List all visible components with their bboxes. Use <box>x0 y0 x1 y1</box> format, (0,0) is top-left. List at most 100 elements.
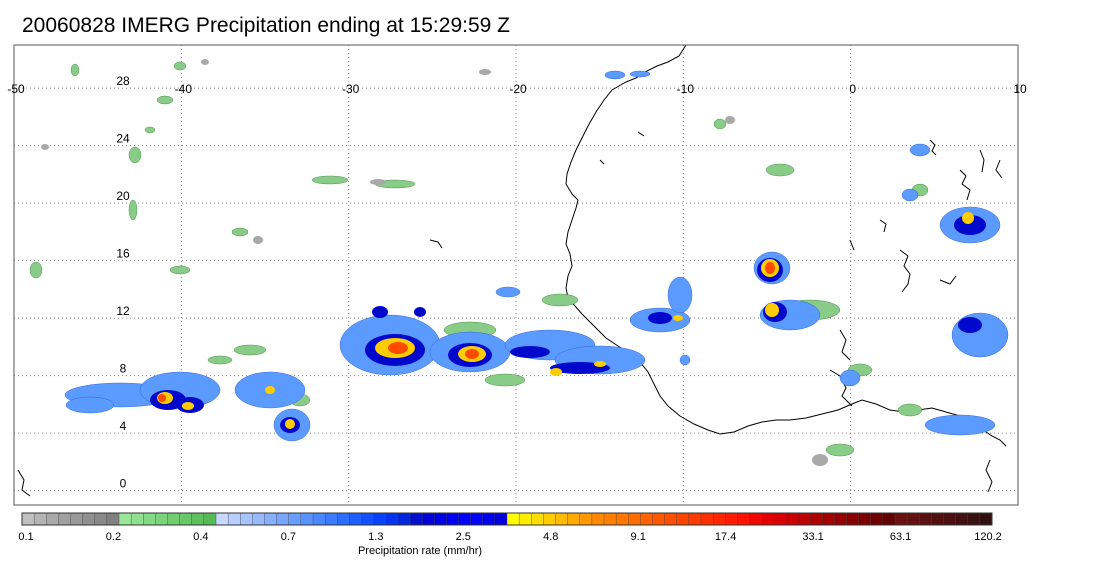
colorbar-cell <box>967 512 981 526</box>
colorbar-cell <box>628 512 641 526</box>
colorbar-cell <box>822 512 835 526</box>
colorbar-tick-label: 0.4 <box>193 531 208 543</box>
colorbar-cell <box>337 512 350 526</box>
colorbar-cell <box>421 512 435 526</box>
colorbar-cell <box>688 512 702 526</box>
colorbar-cell <box>143 512 156 526</box>
colorbar-cell <box>773 512 787 526</box>
colorbar-cell <box>240 512 253 526</box>
colorbar-cell <box>676 512 690 526</box>
colorbar-cell <box>324 512 338 526</box>
coastlines <box>17 45 1007 497</box>
colorbar-cell <box>70 512 84 526</box>
colorbar-cell <box>494 512 508 526</box>
latitude-tick-labels: 0 4 8 12 16 20 24 28 <box>116 74 130 491</box>
colorbar-tick-label: 63.1 <box>890 531 911 543</box>
precipitation-field <box>29 59 1009 466</box>
colorbar-frame <box>21 512 993 526</box>
colorbar-cell <box>215 512 229 526</box>
colorbar-cell <box>264 512 278 526</box>
colorbar-cell <box>458 512 472 526</box>
colorbar-cell <box>894 512 908 526</box>
colorbar-cell <box>446 512 460 526</box>
colorbar-cell <box>130 512 144 526</box>
colorbar-cells <box>21 512 993 526</box>
colorbar-cell <box>33 512 47 526</box>
colorbar-tick-label: 0.7 <box>281 531 296 543</box>
colorbar-cell <box>640 512 654 526</box>
colorbar-cell <box>191 512 205 526</box>
colorbar-cell <box>385 512 399 526</box>
colorbar-cell <box>567 512 581 526</box>
colorbar-cell <box>276 512 290 526</box>
longitude-tick-labels: -50 -40 -30 -20 -10 0 10 <box>7 82 1027 96</box>
colorbar-cell <box>21 512 35 526</box>
colorbar-cell <box>931 512 945 526</box>
colorbar-cell <box>312 512 326 526</box>
colorbar-cell <box>82 512 96 526</box>
lon-tick-label: -10 <box>677 82 695 96</box>
colorbar-cell <box>203 512 217 526</box>
colorbar-cell <box>106 512 120 526</box>
colorbar-cell <box>603 512 617 526</box>
lon-tick-label: 0 <box>849 82 856 96</box>
colorbar-cell <box>543 512 557 526</box>
colorbar-cell <box>943 512 957 526</box>
colorbar-cell <box>737 512 751 526</box>
map-frame <box>13 44 1019 506</box>
lon-tick-label: -30 <box>342 82 360 96</box>
colorbar-cell <box>531 512 544 526</box>
colorbar-cell <box>58 512 72 526</box>
colorbar-cell <box>518 512 532 526</box>
lon-tick-label: -50 <box>7 82 25 96</box>
lat-tick-label: 12 <box>116 304 130 318</box>
colorbar-tick-label: 33.1 <box>802 531 823 543</box>
colorbar-cell <box>434 512 447 526</box>
lon-tick-label: 10 <box>1013 82 1027 96</box>
colorbar-cell <box>834 512 848 526</box>
colorbar-tick-label: 17.4 <box>715 531 736 543</box>
colorbar-cell <box>470 512 484 526</box>
colorbar-cell <box>506 512 520 526</box>
lon-tick-label: -40 <box>175 82 193 96</box>
colorbar-cell <box>361 512 375 526</box>
colorbar-cell <box>761 512 775 526</box>
map-title: 20060828 IMERG Precipitation ending at 1… <box>22 14 510 37</box>
colorbar-cell <box>179 512 193 526</box>
colorbar-tick-label: 120.2 <box>974 531 1002 543</box>
colorbar-cell <box>373 512 387 526</box>
colorbar-cell <box>797 512 811 526</box>
colorbar-tick-label: 9.1 <box>631 531 646 543</box>
colorbar-cell <box>409 512 423 526</box>
colorbar-cell <box>300 512 314 526</box>
colorbar-cell <box>809 512 823 526</box>
colorbar-cell <box>700 512 714 526</box>
colorbar-cell <box>288 512 302 526</box>
lat-tick-label: 8 <box>120 362 127 376</box>
colorbar-cell <box>846 512 860 526</box>
lat-tick-label: 20 <box>116 189 130 203</box>
colorbar-cell <box>46 512 59 526</box>
colorbar-tick-label: 1.3 <box>368 531 383 543</box>
lat-tick-label: 24 <box>116 132 130 146</box>
lat-lon-grid <box>14 45 1018 505</box>
colorbar-tick-label: 2.5 <box>456 531 471 543</box>
lat-tick-label: 4 <box>120 419 127 433</box>
colorbar-cell <box>906 512 920 526</box>
colorbar-cell <box>94 512 108 526</box>
colorbar-cell <box>882 512 896 526</box>
colorbar-cell <box>615 512 629 526</box>
colorbar-cell <box>349 512 363 526</box>
colorbar-cell <box>397 512 411 526</box>
colorbar-cell <box>870 512 884 526</box>
colorbar-cell <box>155 512 169 526</box>
colorbar-cell <box>227 512 241 526</box>
colorbar-cell <box>167 512 181 526</box>
colorbar-cell <box>725 512 738 526</box>
colorbar-cell <box>652 512 666 526</box>
colorbar-tick-label: 4.8 <box>543 531 558 543</box>
colorbar-cell <box>785 512 799 526</box>
lat-tick-label: 0 <box>120 477 127 491</box>
